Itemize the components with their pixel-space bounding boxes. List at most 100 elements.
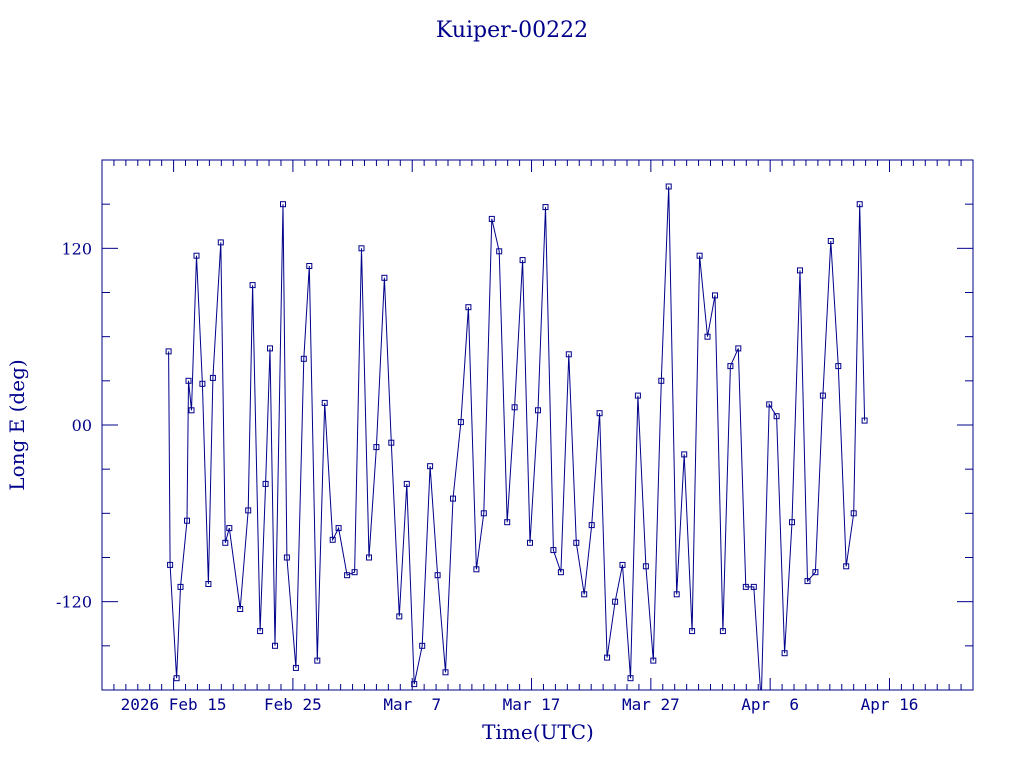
- data-point: [199, 380, 206, 387]
- data-point: [226, 525, 233, 532]
- data-point: [473, 566, 480, 573]
- data-point: [396, 613, 403, 620]
- data-point: [442, 669, 449, 676]
- data-point: [177, 583, 184, 590]
- x-axis-label: Time(UTC): [482, 720, 594, 744]
- plot-area: [101, 159, 974, 691]
- data-point: [257, 628, 264, 635]
- data-point: [843, 563, 850, 570]
- data-point: [306, 263, 313, 269]
- x-tick-label: Apr 16: [861, 695, 919, 714]
- data-point: [300, 355, 307, 362]
- data-point: [766, 401, 773, 408]
- data-point: [573, 539, 580, 546]
- data-point: [642, 563, 649, 570]
- data-point: [188, 407, 195, 414]
- data-point: [457, 419, 464, 426]
- data-point: [193, 252, 200, 259]
- data-point: [388, 439, 395, 446]
- data-point: [542, 204, 549, 211]
- data-point: [689, 628, 696, 635]
- data-point: [381, 274, 388, 281]
- data-point: [781, 650, 788, 657]
- data-point: [344, 572, 351, 579]
- data-point: [511, 404, 518, 411]
- y-tick-label: 00: [72, 416, 92, 435]
- data-point: [581, 591, 588, 598]
- data-point: [249, 282, 256, 289]
- data-point: [411, 681, 418, 688]
- data-point: [696, 252, 703, 259]
- data-point: [209, 374, 216, 381]
- data-point: [650, 657, 657, 664]
- x-tick-label: Feb 25: [264, 695, 322, 714]
- data-point: [283, 554, 290, 561]
- series-line: [168, 186, 866, 690]
- data-point: [604, 654, 611, 661]
- data-point: [535, 407, 541, 414]
- data-point: [262, 480, 269, 487]
- data-point: [812, 569, 819, 576]
- data-point: [167, 561, 174, 568]
- data-point: [588, 522, 595, 529]
- data-point: [185, 377, 192, 384]
- data-point: [465, 304, 472, 311]
- data-point: [366, 554, 372, 561]
- data-point: [351, 569, 358, 576]
- data-point: [704, 333, 711, 340]
- data-point: [719, 628, 726, 635]
- data-point: [245, 507, 252, 514]
- data-point: [856, 201, 863, 208]
- data-point: [565, 351, 572, 358]
- chart-title: Kuiper-00222: [436, 18, 588, 43]
- x-tick-label: Mar 7: [383, 695, 441, 714]
- data-point: [634, 392, 641, 399]
- data-point: [450, 495, 456, 502]
- data-point: [742, 583, 749, 590]
- data-point: [335, 525, 342, 532]
- data-point: [434, 572, 441, 579]
- data-point: [419, 642, 426, 649]
- data-point: [612, 598, 619, 605]
- data-point: [627, 675, 634, 682]
- data-point: [665, 183, 672, 190]
- data-point: [557, 569, 564, 576]
- data-point: [272, 642, 278, 649]
- data-point: [835, 363, 842, 370]
- data-point: [550, 547, 557, 554]
- data-point: [658, 377, 665, 384]
- data-point: [789, 519, 795, 526]
- x-tick-label: Mar 17: [503, 695, 561, 714]
- x-tick-label: Mar 27: [622, 695, 680, 714]
- data-point: [496, 248, 503, 255]
- data-point: [280, 201, 286, 208]
- data-point: [358, 245, 365, 252]
- data-point: [403, 480, 410, 487]
- y-axis-label: Long E (deg): [5, 359, 29, 490]
- data-point: [321, 399, 328, 406]
- data-point: [314, 657, 321, 664]
- data-point: [488, 215, 495, 222]
- data-point: [527, 539, 533, 546]
- data-point: [773, 413, 780, 420]
- data-point: [504, 519, 511, 526]
- data-point: [292, 664, 299, 671]
- data-point: [205, 581, 212, 587]
- data-point: [373, 444, 380, 451]
- data-point: [619, 561, 626, 568]
- data-point: [850, 510, 857, 517]
- data-point: [427, 463, 434, 470]
- x-tick-label: Apr 6: [741, 695, 799, 714]
- y-tick-label: -120: [56, 593, 92, 612]
- data-point: [735, 345, 742, 352]
- tick-labels: 2026 Feb 15 Feb 25 Mar 7 Mar 17 Mar 27 Apr 6 A…: [56, 239, 918, 714]
- data-point: [480, 510, 487, 517]
- data-point: [184, 517, 190, 524]
- y-tick-label: 120: [61, 239, 92, 258]
- series-group: [165, 183, 868, 690]
- data-point: [217, 239, 224, 246]
- data-point: [673, 591, 680, 598]
- data-point: [237, 606, 244, 612]
- data-point: [267, 345, 273, 352]
